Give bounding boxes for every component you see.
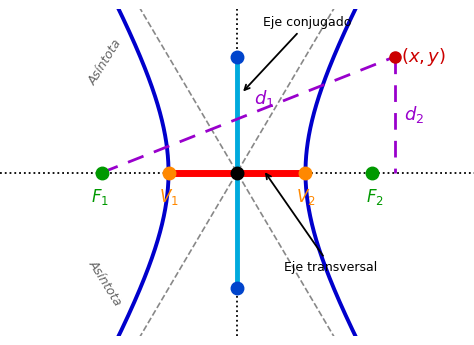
Text: Asíntota: Asíntota — [86, 37, 125, 87]
Text: Eje conjugado: Eje conjugado — [245, 16, 352, 90]
Text: $V_2$: $V_2$ — [296, 187, 315, 207]
Text: $F_2$: $F_2$ — [365, 187, 383, 207]
Text: $V_1$: $V_1$ — [159, 187, 178, 207]
Text: $(x, y)$: $(x, y)$ — [401, 46, 447, 68]
Text: Asíntota: Asíntota — [86, 258, 125, 308]
Text: $F_1$: $F_1$ — [91, 187, 109, 207]
Text: $d_1$: $d_1$ — [254, 88, 274, 109]
Text: Eje transversal: Eje transversal — [266, 174, 378, 274]
Text: $d_2$: $d_2$ — [404, 104, 425, 125]
